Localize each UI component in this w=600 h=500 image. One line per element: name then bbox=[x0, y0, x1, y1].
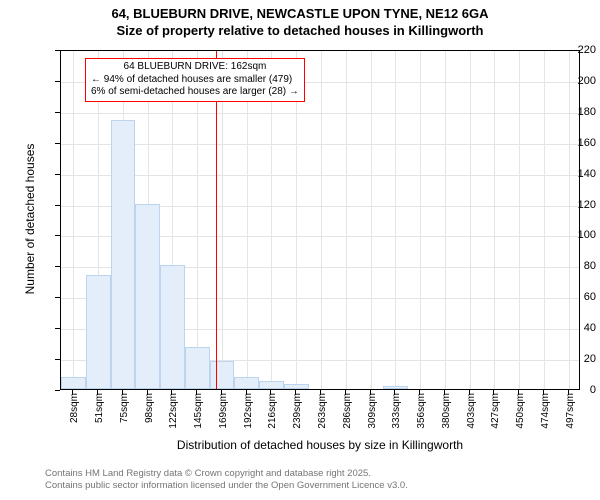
histogram-bar bbox=[185, 347, 210, 389]
annotation-box: 64 BLUEBURN DRIVE: 162sqm← 94% of detach… bbox=[85, 58, 305, 102]
histogram-bar bbox=[111, 120, 136, 389]
xtick-label: 28sqm bbox=[69, 393, 80, 433]
xtick-label: 356sqm bbox=[416, 393, 427, 433]
xtick-label: 192sqm bbox=[243, 393, 254, 433]
histogram-bar bbox=[61, 377, 86, 389]
footer-line-2: Contains public sector information licen… bbox=[45, 480, 408, 492]
gridline-v bbox=[296, 51, 297, 389]
xtick-label: 450sqm bbox=[515, 393, 526, 433]
title-line-2: Size of property relative to detached ho… bbox=[0, 23, 600, 40]
xtick-label: 497sqm bbox=[565, 393, 576, 433]
gridline-v bbox=[519, 51, 520, 389]
gridline-v bbox=[271, 51, 272, 389]
gridline-h bbox=[61, 175, 579, 176]
xtick-label: 51sqm bbox=[94, 393, 105, 433]
ytick-label: 180 bbox=[542, 106, 596, 118]
ytick-mark bbox=[55, 143, 60, 144]
x-axis-label: Distribution of detached houses by size … bbox=[60, 438, 580, 452]
xtick-label: 75sqm bbox=[119, 393, 130, 433]
histogram-bar bbox=[160, 265, 185, 389]
gridline-v bbox=[73, 51, 74, 389]
histogram-bar bbox=[383, 386, 408, 389]
gridline-v bbox=[197, 51, 198, 389]
ytick-label: 120 bbox=[542, 199, 596, 211]
annotation-line: 6% of semi-detached houses are larger (2… bbox=[91, 86, 299, 99]
xtick-label: 263sqm bbox=[317, 393, 328, 433]
ytick-mark bbox=[55, 390, 60, 391]
footer-attribution: Contains HM Land Registry data © Crown c… bbox=[45, 468, 408, 493]
chart-container: { "title": { "line1": "64, BLUEBURN DRIV… bbox=[0, 0, 600, 500]
ytick-mark bbox=[55, 359, 60, 360]
gridline-h bbox=[61, 113, 579, 114]
histogram-bar bbox=[259, 381, 284, 389]
xtick-label: 169sqm bbox=[218, 393, 229, 433]
gridline-v bbox=[569, 51, 570, 389]
gridline-h bbox=[61, 144, 579, 145]
gridline-v bbox=[395, 51, 396, 389]
y-axis-label: Number of detached houses bbox=[23, 129, 37, 309]
gridline-v bbox=[247, 51, 248, 389]
xtick-label: 216sqm bbox=[267, 393, 278, 433]
gridline-v bbox=[470, 51, 471, 389]
ytick-label: 160 bbox=[542, 137, 596, 149]
histogram-bar bbox=[135, 204, 160, 389]
ytick-label: 60 bbox=[542, 291, 596, 303]
ytick-mark bbox=[55, 328, 60, 329]
footer-line-1: Contains HM Land Registry data © Crown c… bbox=[45, 468, 408, 480]
xtick-label: 427sqm bbox=[490, 393, 501, 433]
annotation-line: ← 94% of detached houses are smaller (47… bbox=[91, 74, 299, 87]
xtick-label: 333sqm bbox=[391, 393, 402, 433]
ytick-mark bbox=[55, 50, 60, 51]
ytick-label: 40 bbox=[542, 322, 596, 334]
histogram-bar bbox=[210, 361, 235, 389]
ytick-mark bbox=[55, 205, 60, 206]
xtick-label: 286sqm bbox=[342, 393, 353, 433]
gridline-v bbox=[346, 51, 347, 389]
ytick-mark bbox=[55, 235, 60, 236]
ytick-mark bbox=[55, 112, 60, 113]
ytick-label: 220 bbox=[542, 44, 596, 56]
ytick-label: 140 bbox=[542, 168, 596, 180]
xtick-label: 145sqm bbox=[193, 393, 204, 433]
xtick-label: 309sqm bbox=[367, 393, 378, 433]
ytick-label: 200 bbox=[542, 75, 596, 87]
reference-line bbox=[216, 51, 217, 389]
ytick-mark bbox=[55, 174, 60, 175]
xtick-label: 380sqm bbox=[441, 393, 452, 433]
ytick-label: 20 bbox=[542, 353, 596, 365]
gridline-v bbox=[222, 51, 223, 389]
xtick-label: 403sqm bbox=[466, 393, 477, 433]
xtick-label: 239sqm bbox=[292, 393, 303, 433]
ytick-mark bbox=[55, 81, 60, 82]
chart-title: 64, BLUEBURN DRIVE, NEWCASTLE UPON TYNE,… bbox=[0, 0, 600, 40]
gridline-v bbox=[420, 51, 421, 389]
xtick-label: 474sqm bbox=[540, 393, 551, 433]
annotation-line: 64 BLUEBURN DRIVE: 162sqm bbox=[91, 61, 299, 74]
xtick-label: 122sqm bbox=[168, 393, 179, 433]
histogram-bar bbox=[284, 384, 309, 389]
gridline-v bbox=[494, 51, 495, 389]
gridline-v bbox=[544, 51, 545, 389]
gridline-v bbox=[445, 51, 446, 389]
title-line-1: 64, BLUEBURN DRIVE, NEWCASTLE UPON TYNE,… bbox=[0, 6, 600, 23]
histogram-bar bbox=[234, 377, 259, 389]
histogram-bar bbox=[86, 275, 111, 389]
ytick-mark bbox=[55, 297, 60, 298]
ytick-label: 100 bbox=[542, 229, 596, 241]
xtick-label: 98sqm bbox=[144, 393, 155, 433]
ytick-mark bbox=[55, 266, 60, 267]
gridline-v bbox=[371, 51, 372, 389]
gridline-v bbox=[321, 51, 322, 389]
ytick-label: 80 bbox=[542, 260, 596, 272]
